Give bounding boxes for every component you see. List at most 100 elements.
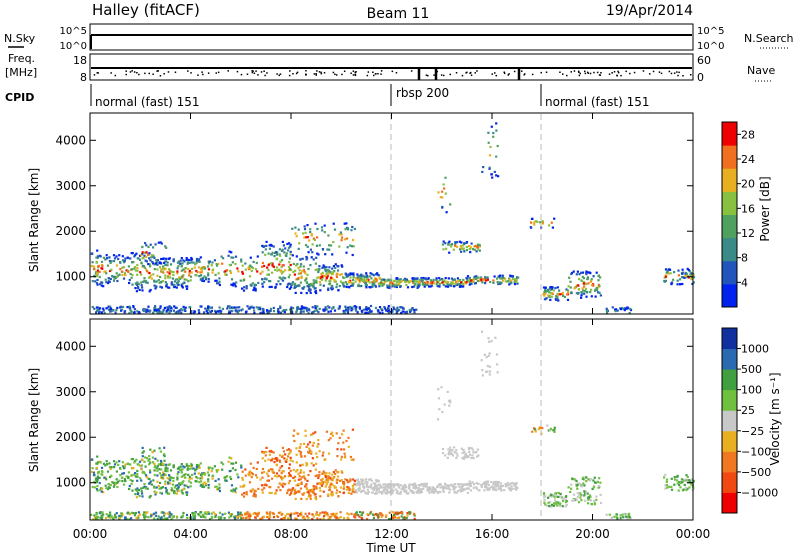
- power-cell: [374, 306, 378, 310]
- nave-dot: [391, 70, 394, 73]
- nave-dot: [410, 70, 413, 72]
- power-cell: [311, 251, 314, 254]
- velocity-cell: [322, 517, 325, 520]
- velocity-cell: [402, 488, 406, 491]
- power-cell: [584, 290, 587, 293]
- power-cell: [460, 281, 463, 284]
- velocity-cell: [108, 516, 111, 519]
- velocity-cell: [342, 482, 345, 485]
- velocity-cell: [198, 466, 201, 469]
- power-cell: [514, 278, 517, 281]
- velocity-cell: [184, 476, 187, 479]
- velocity-cell: [330, 482, 333, 485]
- velocity-cell: [304, 429, 307, 432]
- nave-dot: [633, 71, 636, 74]
- power-cell: [99, 307, 102, 310]
- velocity-cell: [389, 517, 392, 520]
- velocity-cell: [484, 480, 487, 483]
- velocity-cell: [685, 474, 688, 477]
- velocity-cell: [229, 477, 233, 481]
- velocity-cell: [357, 482, 360, 485]
- velocity-cell: [580, 494, 583, 497]
- nave-dot: [377, 73, 379, 75]
- velocity-cell: [372, 486, 375, 489]
- velocity-cell: [492, 483, 495, 486]
- power-cell: [365, 272, 368, 275]
- velocity-cell: [394, 511, 397, 514]
- power-cell: [263, 264, 266, 268]
- velocity-cell: [456, 490, 460, 493]
- velocity-cell: [215, 469, 218, 472]
- power-cell: [148, 276, 151, 279]
- power-cell: [261, 251, 264, 254]
- velocity-cell: [207, 474, 210, 477]
- velocity-cell: [351, 490, 354, 493]
- power-cell: [163, 268, 166, 271]
- power-cell: [176, 267, 179, 270]
- power-cell: [629, 307, 632, 311]
- velocity-cell: [463, 457, 466, 460]
- power-cell: [141, 246, 144, 249]
- power-cell: [101, 281, 104, 284]
- power-cell: [623, 309, 626, 312]
- power-cell: [329, 279, 332, 283]
- power-cell: [151, 260, 154, 264]
- velocity-cell: [480, 486, 483, 489]
- velocity-cell: [306, 515, 309, 518]
- velocity-cell: [165, 517, 168, 520]
- power-cell: [567, 285, 570, 288]
- velocity-cell: [413, 514, 416, 517]
- velocity-cell: [584, 499, 587, 502]
- velocity-cell: [188, 477, 191, 480]
- power-cell: [670, 283, 673, 286]
- velocity-cell: [180, 481, 183, 484]
- velocity-cell: [96, 484, 99, 488]
- velocity-cell: [497, 481, 501, 484]
- power-cell: [341, 282, 344, 285]
- power-cell: [164, 281, 167, 284]
- power-cell: [128, 305, 131, 308]
- power-cell: [107, 305, 110, 308]
- velocity-cell: [372, 516, 375, 520]
- velocity-cell: [315, 513, 318, 516]
- power-cell: [265, 240, 268, 243]
- power-cell: [381, 283, 384, 286]
- power-cell: [193, 310, 197, 313]
- power-cell: [365, 274, 368, 277]
- velocity-cell: [330, 493, 333, 496]
- velocity-cell: [143, 514, 147, 517]
- power-cell: [149, 243, 152, 246]
- power-cell: [330, 272, 333, 275]
- velocity-cell: [338, 436, 341, 439]
- velocity-cell: [98, 481, 101, 485]
- power-cell: [279, 276, 282, 280]
- velocity-cell: [162, 471, 165, 474]
- power-cell: [215, 263, 218, 266]
- power-cell: [309, 283, 312, 286]
- velocity-cell: [200, 477, 204, 480]
- velocity-cell: [206, 471, 210, 474]
- power-cell: [478, 249, 481, 252]
- velocity-cell: [303, 476, 306, 479]
- power-cell: [327, 273, 330, 276]
- power-cell: [189, 306, 192, 309]
- power-cell: [230, 251, 233, 254]
- power-cell: [240, 258, 243, 261]
- velocity-cell: [163, 446, 166, 449]
- power-cell: [294, 232, 297, 235]
- velocity-cell: [289, 459, 292, 462]
- power-cell: [334, 266, 337, 270]
- power-cell: [590, 280, 593, 283]
- power-cell: [289, 253, 292, 256]
- velocity-cell: [196, 477, 199, 480]
- velocity-cell: [144, 515, 147, 518]
- velocity-cell: [412, 483, 415, 486]
- velocity-cell: [205, 482, 208, 485]
- velocity-cell: [213, 465, 216, 468]
- power-cell: [184, 270, 187, 273]
- power-cell: [123, 310, 126, 313]
- power-cell: [274, 285, 277, 289]
- nave-dot: [354, 73, 357, 76]
- power-cell: [203, 275, 206, 278]
- velocity-cell: [480, 484, 483, 487]
